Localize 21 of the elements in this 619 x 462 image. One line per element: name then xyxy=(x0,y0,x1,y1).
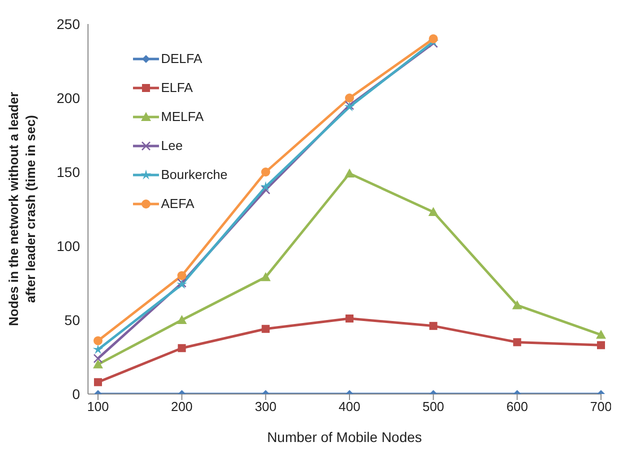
legend-label: MELFA xyxy=(161,109,204,124)
x-tick-label: 600 xyxy=(506,399,528,414)
legend-label: DELFA xyxy=(161,51,202,66)
y-tick-label: 250 xyxy=(56,16,80,32)
y-tick-label: 150 xyxy=(56,164,80,180)
x-tick-label: 100 xyxy=(87,399,109,414)
legend-label: Lee xyxy=(161,138,183,153)
x-tick-label: 500 xyxy=(422,399,444,414)
x-tick-label: 400 xyxy=(338,399,360,414)
y-tick-label: 50 xyxy=(64,312,80,328)
y-tick-label: 100 xyxy=(56,238,80,254)
legend-label: Bourkerche xyxy=(161,167,228,182)
y-axis-title: Nodes in the network without a leader after leader crash (time in sec) xyxy=(6,92,38,326)
legend-label: AEFA xyxy=(161,196,194,211)
x-tick-label: 300 xyxy=(254,399,277,414)
y-tick-label: 0 xyxy=(72,386,80,402)
legend-label: ELFA xyxy=(161,80,193,95)
x-tick-label: 700 xyxy=(590,399,612,414)
x-axis-title: Number of Mobile Nodes xyxy=(267,429,422,445)
y-tick-label: 200 xyxy=(56,90,80,106)
x-tick-label: 200 xyxy=(170,399,193,414)
